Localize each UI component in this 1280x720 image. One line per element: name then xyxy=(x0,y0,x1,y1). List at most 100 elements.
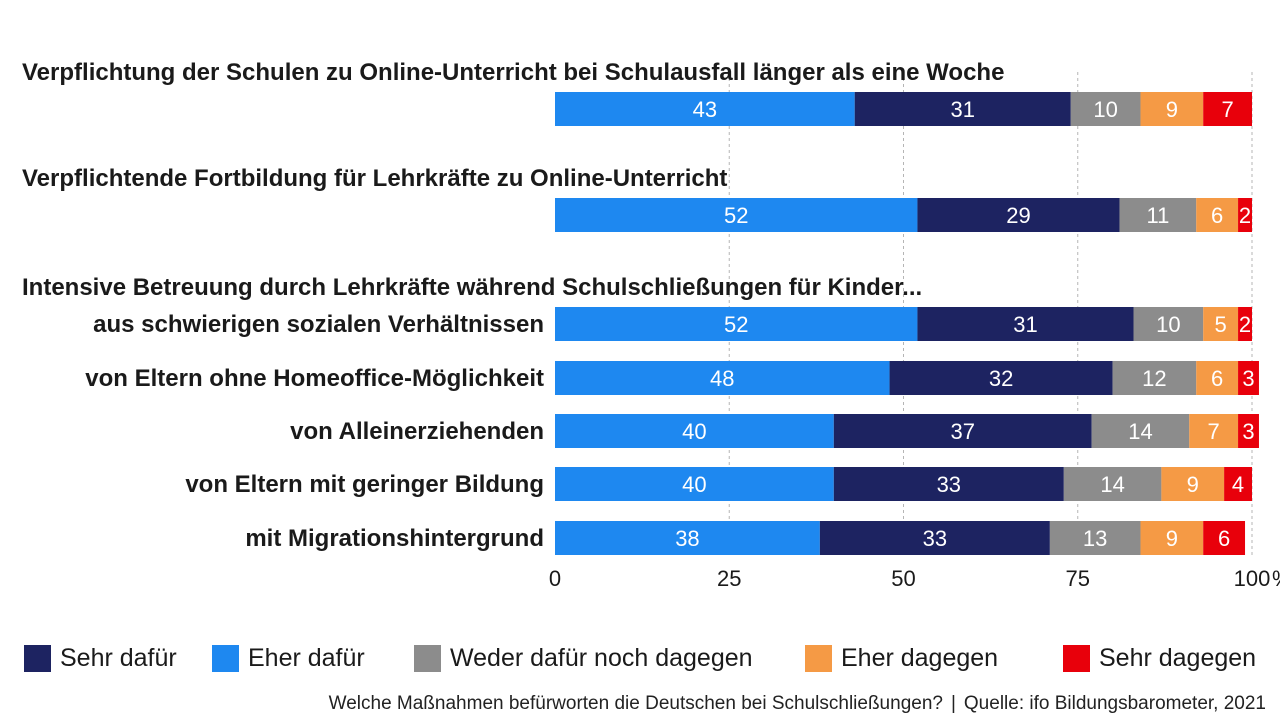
bar-segment xyxy=(1203,521,1246,555)
legend-swatch xyxy=(414,644,441,672)
legend-item: Weder dafür noch dagegen xyxy=(414,640,753,676)
x-tick-label: 75 xyxy=(1066,566,1090,591)
data-label: 7 xyxy=(1208,419,1220,444)
bar-segment xyxy=(917,307,1134,341)
data-label: 10 xyxy=(1156,312,1180,337)
data-label: 40 xyxy=(682,472,706,497)
data-label: 13 xyxy=(1083,526,1107,551)
x-tick-label: 25 xyxy=(717,566,741,591)
bar-segment xyxy=(555,467,834,501)
data-label: 14 xyxy=(1128,419,1152,444)
data-label: 10 xyxy=(1093,97,1117,122)
data-label: 43 xyxy=(693,97,717,122)
bar-segment xyxy=(1203,307,1239,341)
data-label: 29 xyxy=(1006,203,1030,228)
bar-segment xyxy=(1049,521,1141,555)
data-label: 52 xyxy=(724,312,748,337)
data-label: 38 xyxy=(675,526,699,551)
x-tick-label: 50 xyxy=(891,566,915,591)
x-tick-label: 0 xyxy=(549,566,561,591)
bar-segment xyxy=(833,414,1092,448)
data-label: 40 xyxy=(682,419,706,444)
legend: Sehr dafür Eher dafür Weder dafür noch dag… xyxy=(0,640,1280,680)
bar-segment xyxy=(1140,92,1204,126)
bar-segment xyxy=(1070,92,1141,126)
bar-segment xyxy=(1189,414,1239,448)
bar-segment xyxy=(1161,467,1225,501)
data-label: 9 xyxy=(1187,472,1199,497)
bar-segment xyxy=(555,198,918,232)
legend-swatch xyxy=(805,644,832,672)
data-label: 37 xyxy=(951,419,975,444)
bar-segment xyxy=(1133,307,1204,341)
bar-segment xyxy=(819,521,1050,555)
bar-segment xyxy=(1196,361,1239,395)
bar-segment xyxy=(555,414,834,448)
bar-segment xyxy=(1140,521,1204,555)
data-label: 33 xyxy=(923,526,947,551)
row-label: aus schwierigen sozialen Verhältnissen xyxy=(93,311,544,338)
row-label: von Eltern ohne Homeoffice-Möglichkeit xyxy=(85,365,544,392)
bar-segment xyxy=(1063,467,1162,501)
data-label: 7 xyxy=(1221,97,1233,122)
group-heading: Intensive Betreuung durch Lehrkräfte wäh… xyxy=(22,274,922,301)
legend-item: Sehr dagegen xyxy=(1063,640,1256,676)
bar-segment xyxy=(917,198,1120,232)
legend-label: Sehr dafür xyxy=(60,643,177,672)
legend-swatch xyxy=(1063,644,1090,672)
data-label: 4 xyxy=(1232,472,1244,497)
group-heading: Verpflichtung der Schulen zu Online-Unte… xyxy=(22,59,1004,86)
bar-segment xyxy=(833,467,1064,501)
row-label: von Alleinerziehenden xyxy=(290,418,544,445)
bar-segment xyxy=(1112,361,1197,395)
bar-segment xyxy=(1091,414,1190,448)
bar-segment xyxy=(1238,198,1252,232)
data-label: 3 xyxy=(1242,366,1254,391)
data-label: 11 xyxy=(1146,203,1169,228)
data-label: 33 xyxy=(937,472,961,497)
legend-label: Sehr dagegen xyxy=(1099,643,1257,672)
bar-segment xyxy=(1196,198,1239,232)
bar-segment xyxy=(1119,198,1197,232)
data-label: 5 xyxy=(1215,312,1227,337)
legend-item: Eher dagegen xyxy=(805,640,998,676)
bar-segment xyxy=(854,92,1071,126)
bar-segment xyxy=(1238,307,1252,341)
row-label: von Eltern mit geringer Bildung xyxy=(185,471,544,498)
footer-separator: | xyxy=(950,693,956,714)
data-label: 31 xyxy=(1013,312,1037,337)
x-tick-label: 100 xyxy=(1234,566,1271,591)
data-label: 14 xyxy=(1100,472,1124,497)
legend-item: Eher dafür xyxy=(212,640,365,676)
data-label: 6 xyxy=(1211,203,1223,228)
footer-source: Quelle: ifo Bildungsbarometer, 2021 xyxy=(963,693,1266,714)
row-label: mit Migrationshintergrund xyxy=(245,525,544,552)
data-label: 52 xyxy=(724,203,748,228)
data-label: 9 xyxy=(1166,526,1178,551)
data-label: 2 xyxy=(1239,312,1251,337)
bar-segment xyxy=(1224,467,1252,501)
legend-label: Eher dagegen xyxy=(841,643,999,672)
x-axis-unit: % xyxy=(1272,566,1280,591)
bar-segment xyxy=(555,521,820,555)
legend-label: Weder dafür noch dagegen xyxy=(450,643,753,672)
bar-segment xyxy=(1203,92,1252,126)
data-label: 6 xyxy=(1211,366,1223,391)
footer-question: Welche Maßnahmen befürworten die Deutsch… xyxy=(328,693,943,714)
data-label: 12 xyxy=(1142,366,1166,391)
bar-segment xyxy=(555,307,918,341)
group-heading: Verpflichtende Fortbildung für Lehrkräft… xyxy=(22,165,727,192)
data-label: 9 xyxy=(1166,97,1178,122)
data-label: 6 xyxy=(1218,526,1230,551)
data-label: 48 xyxy=(710,366,734,391)
legend-swatch xyxy=(212,644,239,672)
data-label: 3 xyxy=(1242,419,1254,444)
legend-item: Sehr dafür xyxy=(24,640,177,676)
bar-segment xyxy=(889,361,1113,395)
legend-label: Eher dafür xyxy=(248,643,365,672)
legend-swatch xyxy=(24,644,51,672)
bar-segment xyxy=(555,92,855,126)
data-label: 2 xyxy=(1239,203,1251,228)
bar-segment xyxy=(555,361,890,395)
